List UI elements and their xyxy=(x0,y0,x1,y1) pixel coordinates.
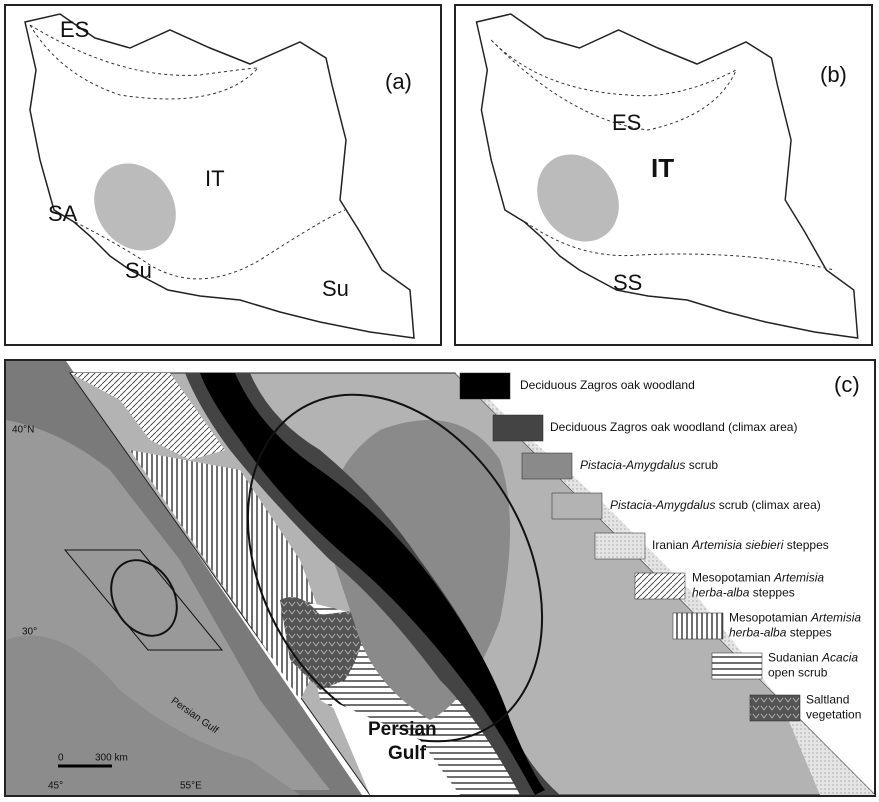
region: SA xyxy=(48,201,78,226)
legend-label: Pistacia-Amygdalus scrub (climax area) xyxy=(610,498,821,512)
lat-label: 40°N xyxy=(12,425,34,436)
panel-b: (b) ES IT SS xyxy=(455,5,872,345)
legend-text: Saltland xyxy=(806,693,849,707)
legend-label: Iranian Artemisia siebieri steppes xyxy=(652,538,829,552)
legend-label: Pistacia-Amygdalus scrub xyxy=(580,458,718,472)
legend-text: Mesopotamian xyxy=(729,611,811,625)
legend-text: Pistacia-Amygdalus xyxy=(610,498,715,512)
legend-text: Artemisia xyxy=(810,611,861,625)
legend-swatch xyxy=(522,453,572,479)
legend-label: Mesopotamian Artemisia xyxy=(729,611,861,625)
scale-label: 0 xyxy=(58,753,64,764)
legend-label: vegetation xyxy=(806,708,861,722)
legend-text: vegetation xyxy=(806,708,861,722)
legend-swatch xyxy=(552,493,602,519)
legend-swatch xyxy=(712,653,762,679)
sea-label: Persian xyxy=(368,719,437,740)
legend-text: Pistacia-Amygdalus xyxy=(580,458,685,472)
legend-label: Mesopotamian Artemisia xyxy=(692,571,824,585)
region: IT xyxy=(205,166,225,191)
legend-text: herba-alba xyxy=(729,626,787,640)
legend-swatch xyxy=(460,373,510,399)
legend-text: Acacia xyxy=(821,651,858,665)
panel-label: (b) xyxy=(820,62,847,87)
legend-text: Deciduous Zagros oak woodland xyxy=(520,378,695,392)
region: ES xyxy=(60,17,89,42)
legend-swatch xyxy=(493,415,543,441)
region: SS xyxy=(613,270,642,295)
panel-label: (a) xyxy=(385,69,412,94)
panel-a: (a) ES IT SA Su Su xyxy=(5,5,441,345)
legend-label: Deciduous Zagros oak woodland (climax ar… xyxy=(550,420,797,434)
region: IT xyxy=(651,153,674,183)
legend-text: Sudanian xyxy=(768,651,822,665)
panel-c: (c) 40°N 30° 45° 55°E Persian Gulf 0 300… xyxy=(5,342,875,796)
legend-swatch xyxy=(673,613,723,639)
legend-text: Iranian xyxy=(652,538,692,552)
region: ES xyxy=(612,110,641,135)
sea-label: Gulf xyxy=(388,743,427,764)
lon-label: 45° xyxy=(48,781,63,792)
legend-text: steppes xyxy=(749,586,794,600)
legend-swatch xyxy=(750,695,800,721)
legend-swatch xyxy=(595,533,645,559)
legend-text: open scrub xyxy=(768,666,828,680)
legend-text: scrub xyxy=(685,458,718,472)
legend-text: Deciduous Zagros oak woodland (climax ar… xyxy=(550,420,797,434)
legend-label: open scrub xyxy=(768,666,828,680)
legend-swatch xyxy=(635,573,685,599)
legend-label: Sudanian Acacia xyxy=(768,651,858,665)
lon-label: 55°E xyxy=(180,781,202,792)
panel-label: (c) xyxy=(834,372,860,397)
figure: (a) ES IT SA Su Su (b) ES IT SS (c) 40°N… xyxy=(0,0,879,802)
legend-text: steppes xyxy=(786,626,831,640)
legend-text: herba-alba xyxy=(692,586,750,600)
scale-label: 300 km xyxy=(95,753,128,764)
lat-label: 30° xyxy=(22,627,37,638)
legend-label: herba-alba steppes xyxy=(692,586,795,600)
legend-label: Deciduous Zagros oak woodland xyxy=(520,378,695,392)
legend-text: scrub (climax area) xyxy=(715,498,820,512)
legend-text: Artemisia xyxy=(773,571,824,585)
legend-label: Saltland xyxy=(806,693,849,707)
legend-text: Artemisia siebieri xyxy=(691,538,784,552)
legend-label: herba-alba steppes xyxy=(729,626,832,640)
legend-text: Mesopotamian xyxy=(692,571,774,585)
region: Su xyxy=(125,258,152,283)
region: Su xyxy=(322,276,349,301)
legend-text: steppes xyxy=(783,538,828,552)
